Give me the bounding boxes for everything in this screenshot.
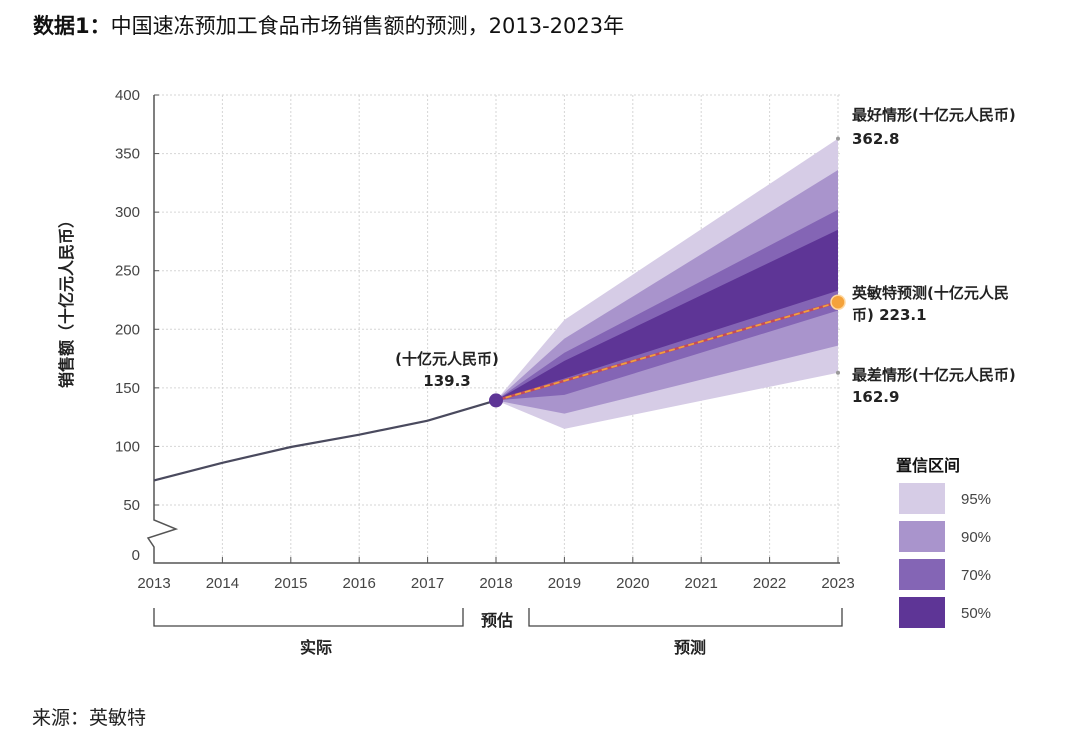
forecast-line-base bbox=[495, 301, 839, 402]
worst-case-point bbox=[836, 370, 840, 375]
legend-swatch bbox=[899, 521, 945, 552]
y-tick-label: 250 bbox=[115, 263, 140, 280]
x-tick-label: 2018 bbox=[479, 575, 512, 592]
period-estimate: 预估 bbox=[481, 611, 513, 630]
band-50pct bbox=[496, 229, 838, 401]
x-tick-label: 2021 bbox=[685, 575, 718, 592]
y-tick-label: 100 bbox=[115, 438, 140, 455]
actual-bracket bbox=[153, 608, 464, 627]
worst-case-label: 最差情形(十亿元人民币) bbox=[852, 366, 1016, 384]
x-tick-label: 2014 bbox=[206, 575, 239, 592]
axes bbox=[146, 94, 840, 564]
legend-swatch bbox=[899, 559, 945, 590]
legend-label: 50% bbox=[961, 605, 991, 622]
actual-line bbox=[153, 399, 497, 482]
y-tick-label: 150 bbox=[115, 380, 140, 397]
x-tick-label: 2022 bbox=[753, 575, 786, 592]
y-tick-label: 300 bbox=[115, 204, 140, 221]
x-tick-label: 2020 bbox=[616, 575, 649, 592]
y-tick-label: 0 bbox=[132, 547, 140, 564]
period-actual: 实际 bbox=[300, 638, 332, 657]
estimate-point bbox=[489, 393, 503, 408]
legend-label: 95% bbox=[961, 491, 991, 508]
x-tick-label: 2017 bbox=[411, 575, 444, 592]
title-text: 中国速冻预加工食品市场销售额的预测，2013-2023年 bbox=[110, 14, 625, 38]
x-tick-label: 2019 bbox=[548, 575, 581, 592]
y-tick-labels: 0 50 100 150 200 250 300 350 400 bbox=[115, 87, 140, 564]
axis-lines bbox=[146, 95, 840, 564]
forecast-bracket bbox=[528, 608, 843, 627]
x-tick-labels: 2013 2014 2015 2016 2017 2018 2019 2020 2021 2022… bbox=[137, 575, 854, 592]
forecast-end-point bbox=[830, 294, 846, 310]
x-tick-label: 2015 bbox=[274, 575, 307, 592]
estimate-label: (十亿元人民币) bbox=[395, 350, 499, 368]
worst-case-value: 162.9 bbox=[852, 388, 899, 406]
x-tick-label: 2023 bbox=[821, 575, 854, 592]
title-separator: ： bbox=[89, 14, 111, 38]
y-tick-label: 350 bbox=[115, 146, 140, 163]
y-tick-label: 50 bbox=[123, 497, 140, 514]
x-tick-label: 2013 bbox=[137, 575, 170, 592]
legend-swatch bbox=[899, 483, 945, 514]
forecast-label-line1: 英敏特预测(十亿元人民 bbox=[852, 284, 1009, 302]
source-note: 来源：英敏特 bbox=[32, 707, 147, 729]
x-tick-label: 2016 bbox=[343, 575, 376, 592]
period-forecast: 预测 bbox=[674, 638, 706, 657]
y-axis-label: 销售额（十亿元人民币） bbox=[57, 212, 76, 388]
grid-lines bbox=[154, 94, 840, 563]
series-lines bbox=[153, 136, 846, 482]
best-case-value: 362.8 bbox=[852, 130, 899, 148]
legend-label: 90% bbox=[961, 529, 991, 546]
best-case-label: 最好情形(十亿元人民币) bbox=[852, 106, 1016, 124]
chart-title: 数据1：中国速冻预加工食品市场销售额的预测，2013-2023年 bbox=[33, 10, 624, 40]
legend-swatch bbox=[899, 597, 945, 628]
legend: 95% 90% 70% 50% bbox=[899, 483, 991, 628]
legend-title: 置信区间 bbox=[896, 456, 960, 475]
confidence-bands bbox=[496, 138, 838, 429]
y-tick-label: 400 bbox=[115, 87, 140, 104]
best-case-point bbox=[836, 136, 840, 141]
estimate-value: 139.3 bbox=[423, 372, 470, 390]
legend-label: 70% bbox=[961, 567, 991, 584]
y-tick-label: 200 bbox=[115, 321, 140, 338]
forecast-label-line2: 币) 223.1 bbox=[852, 306, 927, 324]
title-prefix: 数据1 bbox=[33, 14, 90, 38]
